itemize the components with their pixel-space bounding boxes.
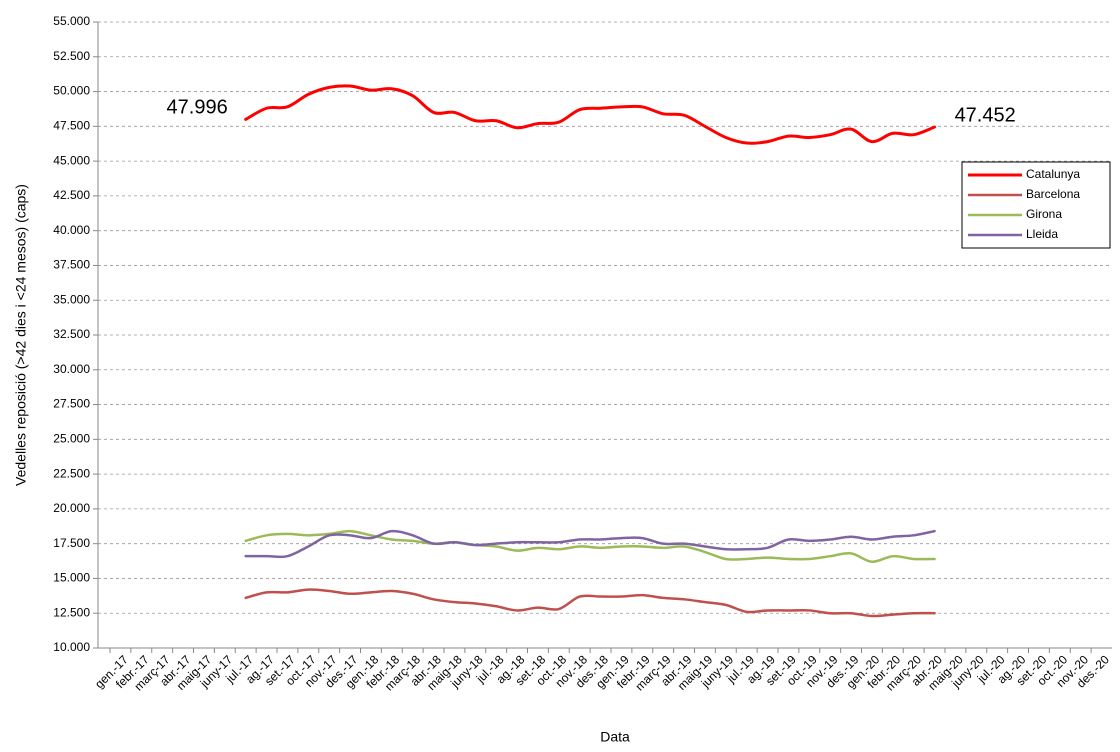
y-tick-label: 27.500 (53, 397, 90, 411)
y-tick-label: 50.000 (53, 84, 90, 98)
y-tick-label: 10.000 (53, 640, 90, 654)
legend-label: Catalunya (1026, 167, 1080, 181)
y-tick-label: 17.500 (53, 536, 90, 550)
y-tick-label: 32.500 (53, 327, 90, 341)
y-tick-label: 42.500 (53, 188, 90, 202)
legend-label: Barcelona (1026, 187, 1080, 201)
y-tick-label: 22.500 (53, 466, 90, 480)
x-axis-label: Data (600, 729, 630, 745)
y-tick-label: 37.500 (53, 258, 90, 272)
series-line (244, 529, 936, 564)
y-tick-label: 52.500 (53, 49, 90, 63)
y-tick-label: 40.000 (53, 223, 90, 237)
y-axis-label: Vedelles reposició (>42 dies i <24 mesos… (13, 184, 29, 486)
y-tick-label: 30.000 (53, 362, 90, 376)
y-tick-label: 25.000 (53, 432, 90, 446)
y-tick-label: 15.000 (53, 571, 90, 585)
y-tick-label: 12.500 (53, 605, 90, 619)
series-line (244, 588, 936, 618)
y-tick-label: 45.000 (53, 153, 90, 167)
y-tick-label: 47.500 (53, 119, 90, 133)
data-label: 47.452 (955, 104, 1016, 126)
series-line (244, 529, 936, 559)
y-tick-label: 35.000 (53, 292, 90, 306)
y-tick-label: 55.000 (53, 14, 90, 28)
legend-label: Lleida (1026, 227, 1058, 241)
data-label: 47.996 (167, 97, 228, 119)
y-tick-label: 20.000 (53, 501, 90, 515)
series-line (244, 84, 937, 145)
legend-label: Girona (1026, 207, 1062, 221)
